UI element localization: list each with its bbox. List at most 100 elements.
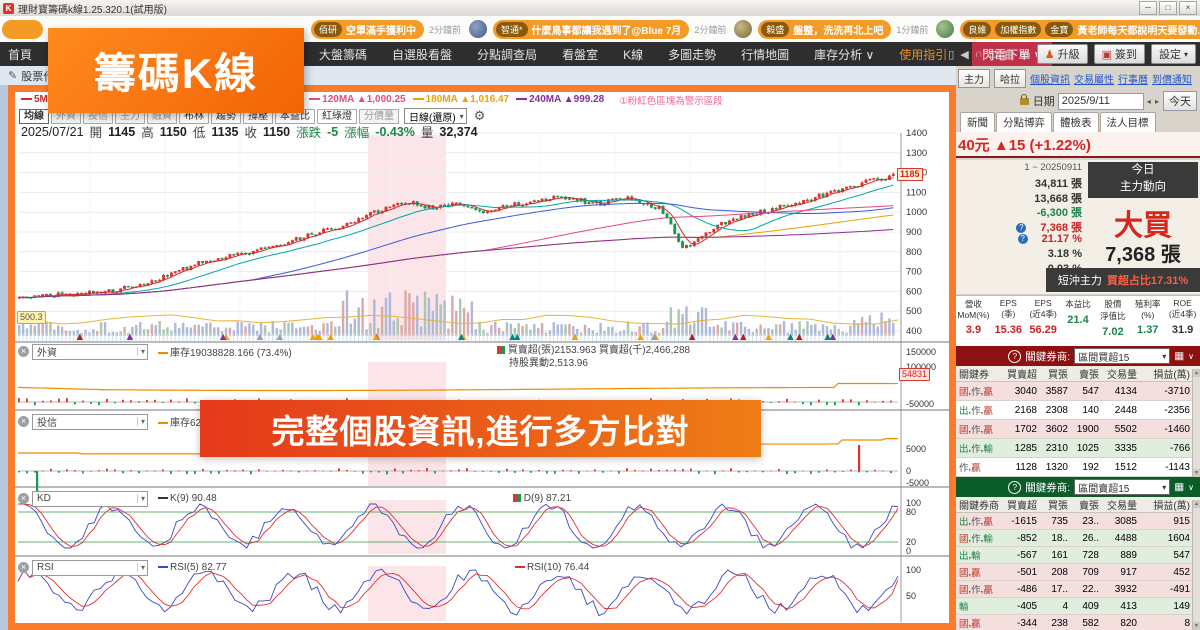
sell-broker-select[interactable]: 區間賣超15 ▾ [1074,479,1171,495]
broker-table-row[interactable]: 國, 贏 -501 208 709 917 452 [956,564,1200,581]
svg-text:0: 0 [906,546,911,556]
main-nav: 首頁 大盤籌碼 自選股看盤 分點調查局 看盤室 K線 多圖走勢 行情地圖 庫存分析 ∨ 使用指… [0,41,1200,67]
upgrade-icon: ♟ [1044,48,1055,61]
speaker-icon[interactable]: ◀ [960,48,969,61]
ohlc-part: 開 [89,126,103,140]
close-icon[interactable]: × [18,493,29,504]
date-step-arrows[interactable]: ◂ ▸ [1146,96,1160,106]
svg-text:-50000: -50000 [906,399,934,409]
kd-select[interactable]: KD ▾ [32,490,148,507]
broker-table-row[interactable]: 國, 贏 -344 238 582 820 8 [956,615,1200,630]
checkin-button[interactable]: ▣ 簽到 [1093,44,1145,64]
stat-row: ? 21.17 % [1017,233,1082,245]
short-force-bar: 短沖主力 買超占比17.31% [1046,268,1200,292]
ohlc-part: 1145 [108,124,136,139]
close-icon[interactable]: × [18,416,29,427]
chart-tool-分價量[interactable]: 分價量 [359,108,399,124]
close-icon[interactable]: × [18,562,29,573]
help-icon[interactable]: ? [1008,480,1022,494]
broker-table-row[interactable]: 國, 作, 輸 -852 18.. 26.. 4488 1604 [956,530,1200,547]
lock-icon[interactable] [1019,93,1029,105]
broker-table-row[interactable]: 作, 贏 1128 1320 192 1512 -1143 [956,458,1200,477]
broker-table-row[interactable]: 出, 輸 -567 161 728 889 547 [956,547,1200,564]
chart-icon[interactable]: ▦ [1003,48,1015,61]
nav-item-1[interactable]: 自選股看盤 [392,47,453,62]
link-trade-attr[interactable]: 交易屬性 [1074,74,1114,86]
link-price-alert[interactable]: 到價通知 [1152,74,1192,86]
notification-badge-clipped[interactable] [2,19,43,39]
phone-icon[interactable]: ▯ [948,48,955,61]
panel-tab-分點博弈[interactable]: 分點博弈 [996,112,1052,132]
tab-main-force[interactable]: 主力 [958,68,990,88]
notification-badge[interactable]: 智通* 什麼鳥事都讓我遇到了@Blue 7月 [493,19,690,39]
scrollbar[interactable]: ▲ ▼ [1192,500,1200,630]
notification-badge[interactable]: 良維 加權指數 金寶 黃老師每天都說明天要發動... [960,19,1200,39]
nav-item-4[interactable]: K線 [623,47,644,62]
nav-item-5[interactable]: 多圖走勢 [668,47,717,62]
chart-settings-icon[interactable]: ⚙ [473,108,486,123]
nav-item-0[interactable]: 大盤籌碼 [319,47,368,62]
broker-table-row[interactable]: 國, 作, 贏 -486 17.. 22.. 3932 -491 [956,581,1200,598]
rsi-select[interactable]: RSI ▾ [32,559,148,576]
table-icon[interactable]: ▦ [1174,481,1185,493]
svg-text:1000: 1000 [906,207,927,218]
link-stock-info[interactable]: 個股資訊 [1030,74,1070,86]
foreign-select[interactable]: 外資 ▾ [32,343,148,360]
svg-text:500: 500 [906,306,922,317]
search-icon[interactable]: ⊙ [988,48,998,61]
broker-table-row[interactable]: 國, 作, 贏 1702 3602 1900 5502 -1460 [956,420,1200,439]
broker-table-row[interactable]: 輸 -405 4 409 413 149 [956,598,1200,615]
ohlc-part: 1150 [263,124,291,139]
broker-table-row[interactable]: 出, 作, 贏 -1615 735 23.. 3085 915 [956,513,1200,530]
nav-item-6[interactable]: 行情地圖 [741,47,790,62]
panel-tab-新聞[interactable]: 新聞 [960,112,995,132]
restore-button[interactable]: □ [1159,1,1177,15]
avatar[interactable] [469,20,488,38]
headset-icon[interactable]: ∩ [974,48,983,60]
chart-tool-紅綠燈[interactable]: 紅綠燈 [317,108,357,124]
svg-text:800: 800 [906,247,922,258]
nav-home[interactable]: 首頁 [8,47,33,62]
svg-text:1400: 1400 [906,128,927,139]
buy-broker-select[interactable]: 區間買超15 ▾ [1074,348,1171,364]
today-button[interactable]: 今天 [1163,91,1197,111]
help-icon[interactable]: ? [1008,349,1022,363]
fundamental-col: 營收 MoM(%) 3.9 [957,299,990,336]
trust-select[interactable]: 投信 ▾ [32,413,148,430]
nav-item-2[interactable]: 分點調查局 [477,47,538,62]
nav-item-3[interactable]: 看盤室 [562,47,599,62]
table-icon[interactable]: ▦ [1174,350,1185,362]
close-icon[interactable]: × [18,346,29,357]
broker-table-row[interactable]: 出, 作, 輸 1285 2310 1025 3335 -766 [956,439,1200,458]
link-calendar[interactable]: 行事曆 [1118,74,1148,86]
gift-icon: ▣ [1101,48,1112,61]
nav-item-7[interactable]: 庫存分析 ∨ [814,47,875,62]
upgrade-button[interactable]: ♟ 升級 [1036,44,1088,64]
broker-table-row[interactable]: 出, 作, 贏 2168 2308 140 2448 -2356 [956,401,1200,420]
avatar[interactable] [936,20,955,38]
monitor-icon[interactable]: ▭ [1020,48,1031,61]
chart-canvas[interactable]: 1400130012001100100090080070060050040015… [15,128,949,623]
nav-user-guide[interactable]: 使用指引 [899,47,948,62]
notification-badge[interactable]: 毅盛 盤整，洗洗再北上吧 [758,19,892,39]
date-row: 日期 2025/9/11 ◂ ▸ 今天 [956,90,1200,112]
broker-table-row[interactable]: 國, 作, 贏 3040 3587 547 4134 -3710 [956,382,1200,401]
minimize-button[interactable]: ─ [1139,1,1157,15]
right-data-panel: 主力 哈拉 個股資訊 交易屬性 行事曆 到價通知 日期 2025/9/11 ◂ … [956,66,1200,630]
settings-button[interactable]: 設定 ▾ [1150,44,1196,64]
panel-tab-法人目標[interactable]: 法人目標 [1099,112,1156,132]
scrollbar[interactable]: ▲ ▼ [1192,369,1200,477]
notification-badge[interactable]: 佰研 空單滿手獲利中 [311,19,425,39]
tab-chat[interactable]: 哈拉 [994,68,1026,88]
close-button[interactable]: × [1179,1,1197,15]
avatar[interactable] [734,20,753,38]
badge-time: 2分鐘前 [694,24,727,35]
period-select[interactable]: 日線(還原) ▾ [404,108,467,124]
date-input[interactable]: 2025/9/11 [1057,92,1144,110]
chart-tool-均線[interactable]: 均線 [19,108,49,124]
question-icon[interactable]: ? [1016,222,1027,233]
panel-tab-體檢表[interactable]: 體檢表 [1053,112,1099,132]
big-buy-label: 大買 [1113,210,1172,242]
ma-legend-120MA: 120MA ▲1,000.25 [309,94,406,105]
question-icon[interactable]: ? [1017,234,1028,245]
